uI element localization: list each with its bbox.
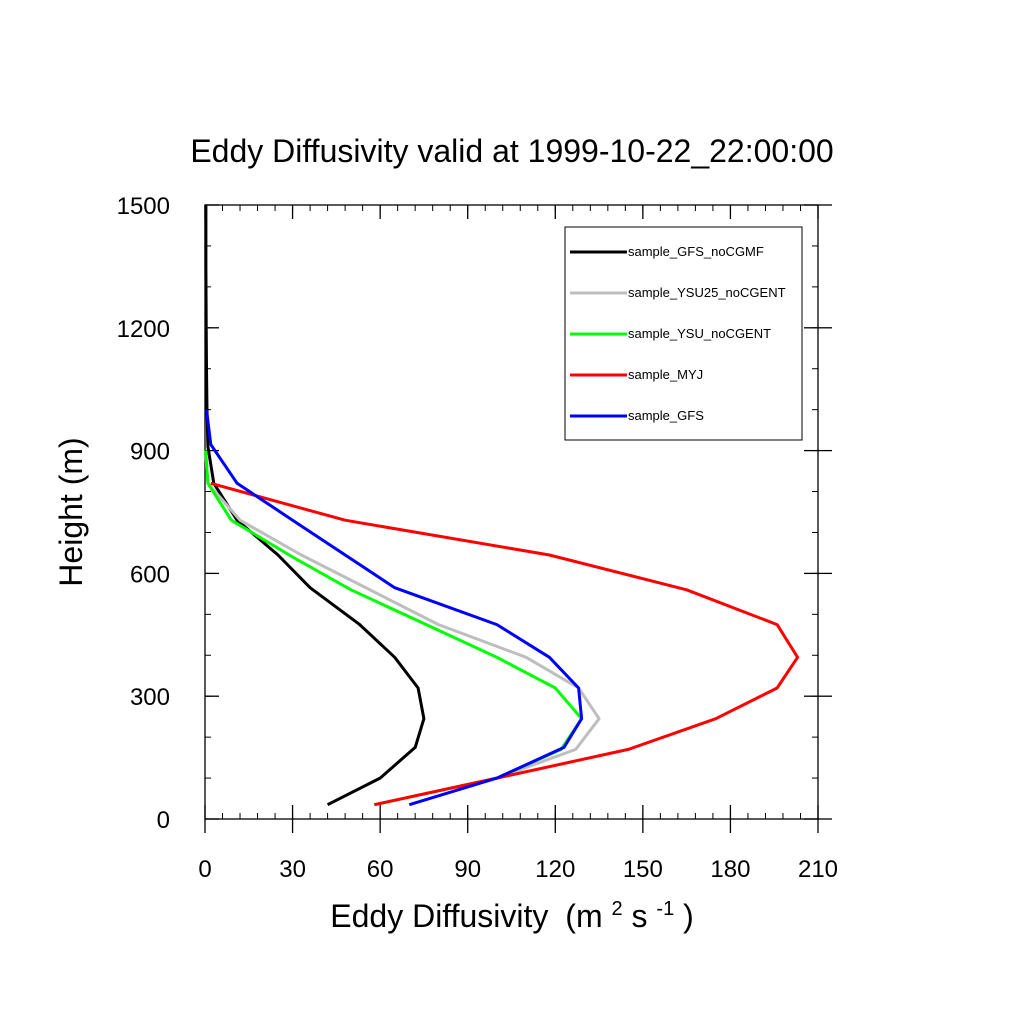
y-axis-title: Height (m) — [53, 437, 89, 586]
x-axis-unit-s: s — [632, 898, 648, 934]
x-axis-title: Eddy Diffusivity (m 2 s -1 ) — [330, 886, 694, 934]
x-axis-title-text: Eddy Diffusivity — [330, 898, 548, 934]
x-tick-label: 180 — [710, 856, 750, 883]
legend-label: sample_GFS — [628, 408, 704, 423]
x-tick-label: 210 — [798, 856, 838, 883]
y-tick-label: 1200 — [117, 316, 170, 343]
legend: sample_GFS_noCGMF sample_YSU25_noCGENTsam… — [564, 226, 803, 441]
x-axis-unit-exp1: 2 — [612, 898, 623, 920]
axes: 0 30 60 90 120 150 180 210 0 300 600 900 1200 1500 — [117, 193, 838, 883]
y-tick-label: 300 — [130, 684, 170, 711]
legend-label: sample_MYJ — [628, 367, 703, 382]
series-group — [204, 205, 800, 807]
x-tick-label: 30 — [279, 856, 306, 883]
x-tick-label: 120 — [535, 856, 575, 883]
series-line-sample_YSU_noCGENT — [204, 450, 584, 807]
legend-label: sample_YSU25_noCGENT — [628, 285, 786, 300]
series-line-sample_MYJ — [210, 481, 800, 807]
plot-frame — [204, 204, 819, 820]
series-line-sample_YSU25_noCGENT — [204, 450, 601, 807]
legend-label: sample_GFS_noCGMF — [628, 244, 764, 259]
x-tick-label: 60 — [367, 856, 394, 883]
x-axis-unit-open: (m — [565, 898, 602, 934]
x-tick-label: 90 — [454, 856, 481, 883]
series-line-sample_GFS — [205, 409, 584, 807]
x-axis-unit-close: ) — [683, 898, 694, 934]
x-axis-unit-exp2: -1 — [656, 898, 674, 920]
chart-title: Eddy Diffusivity valid at 1999-10-22_22:… — [190, 133, 833, 169]
series-line-sample_GFS_noCGMF — [204, 205, 426, 807]
y-tick-label: 1500 — [117, 193, 170, 220]
legend-label: sample_YSU_noCGENT — [628, 326, 771, 341]
x-tick-label: 0 — [198, 856, 211, 883]
y-tick-label: 0 — [157, 807, 170, 834]
y-tick-label: 600 — [130, 561, 170, 588]
y-tick-label: 900 — [130, 439, 170, 466]
x-tick-label: 150 — [623, 856, 663, 883]
